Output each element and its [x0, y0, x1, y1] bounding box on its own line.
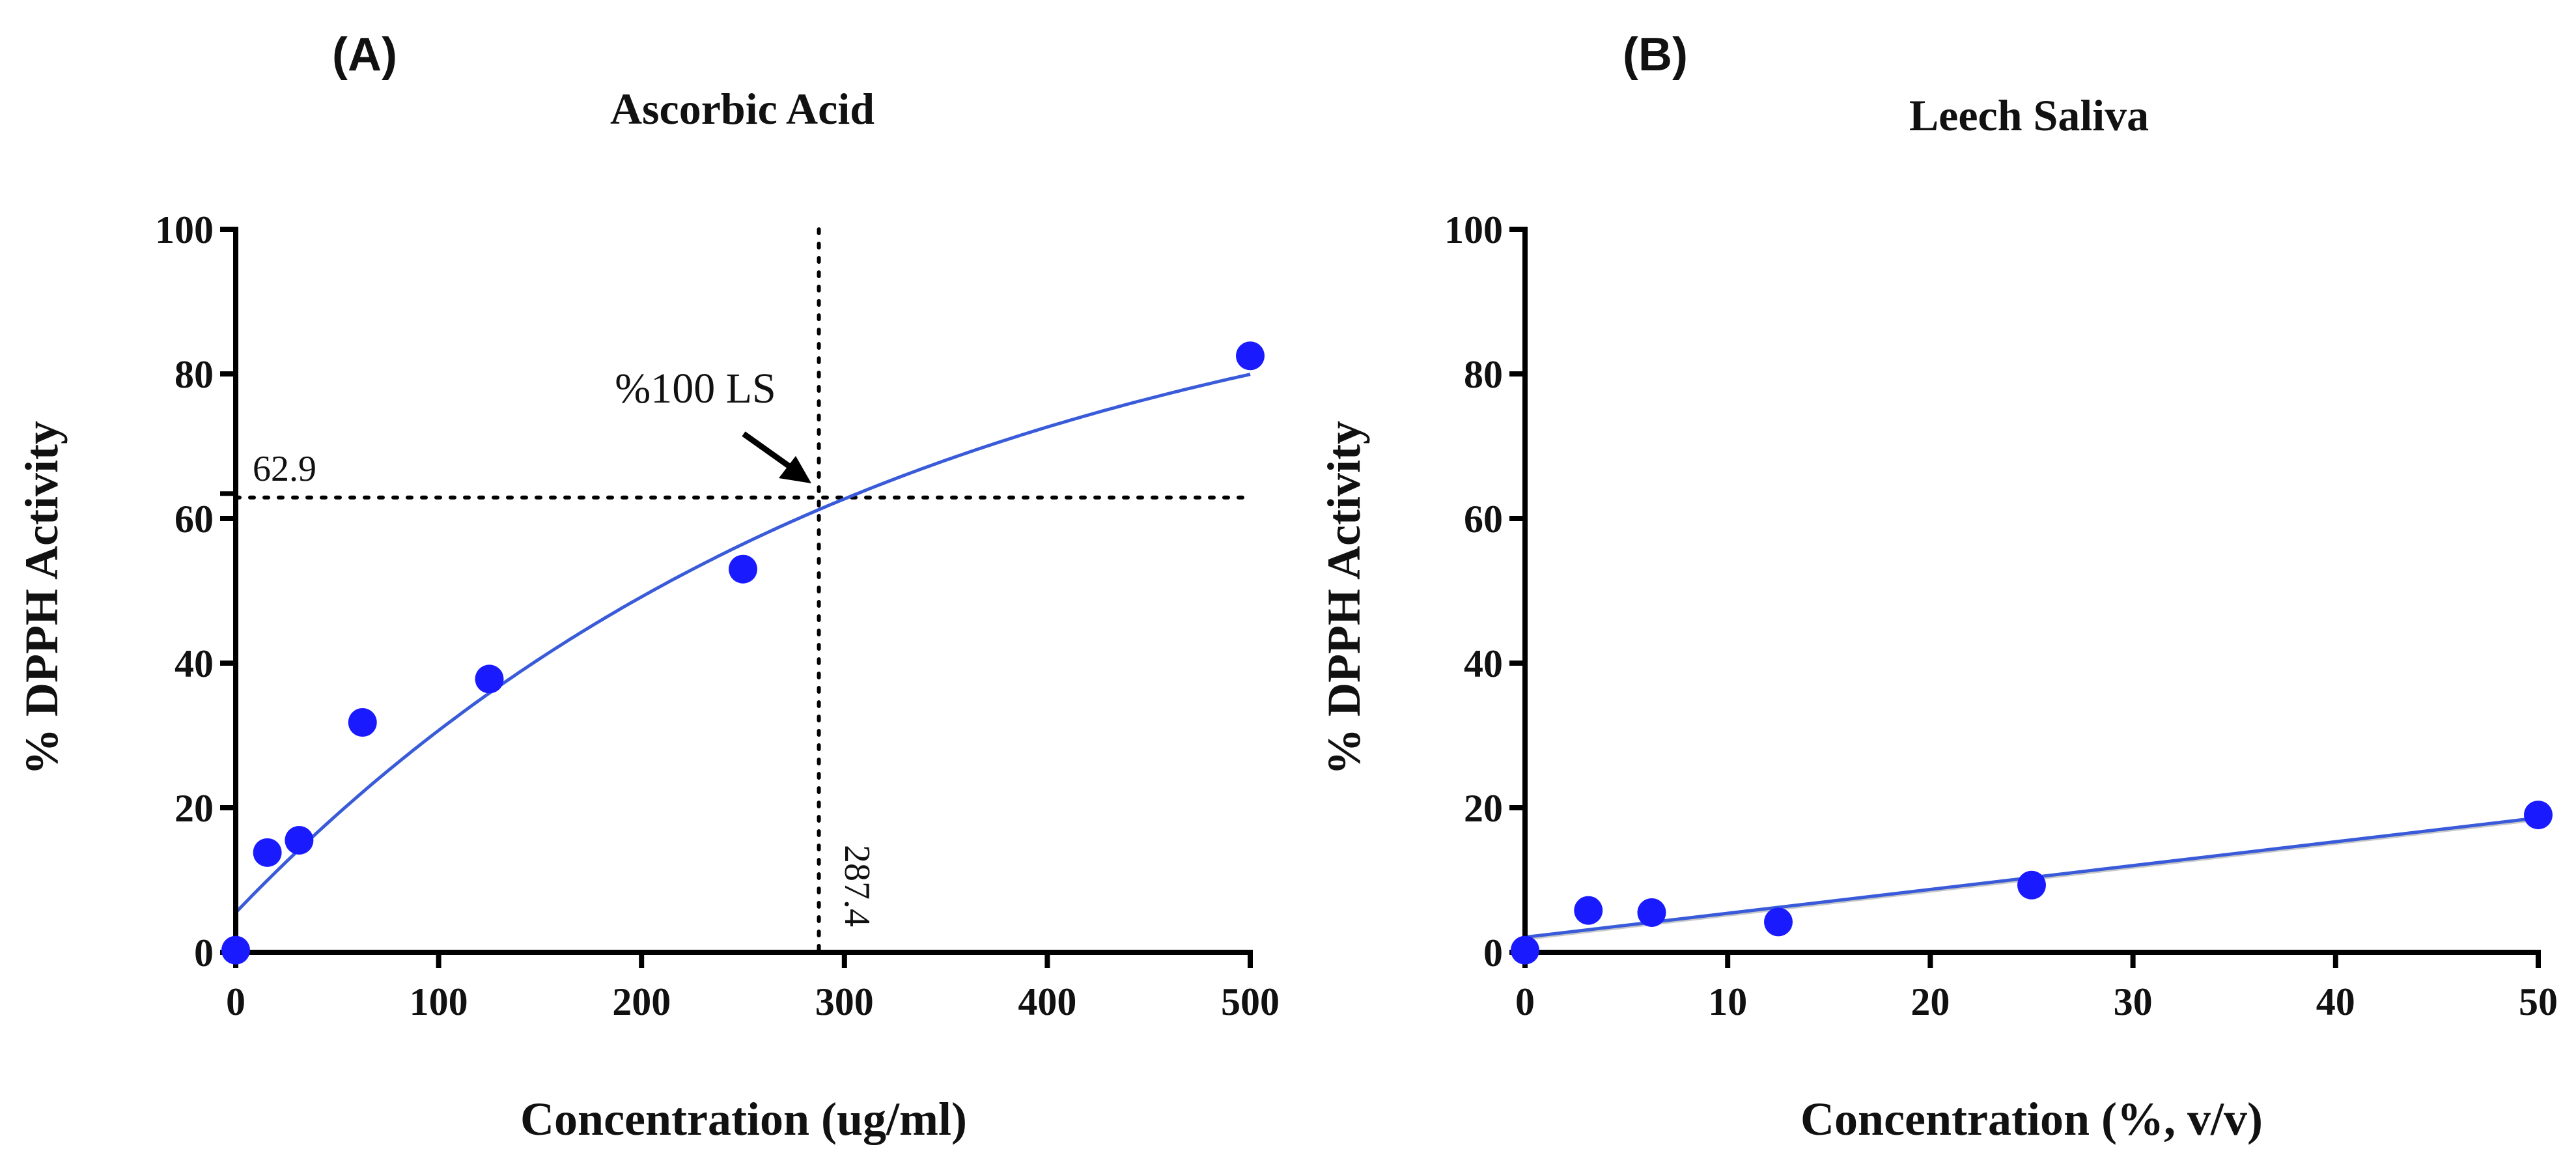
y-tick-label-b: 100: [1444, 208, 1503, 251]
x-tick-label-a: 200: [612, 980, 671, 1023]
x-tick-label-b: 30: [2114, 980, 2153, 1023]
x-tick-label-b: 50: [2519, 980, 2558, 1023]
x-axis-label-a: Concentration (ug/ml): [520, 1093, 967, 1145]
data-point-a: [253, 838, 282, 867]
reference-lines-a: [220, 227, 1252, 954]
y-axis-label-b: % DPPH Activity: [1318, 421, 1370, 775]
y-tick-label-a: 0: [194, 931, 214, 974]
data-points-a: [221, 341, 1265, 965]
x-tick-label-a: 0: [226, 980, 245, 1023]
panel-ascorbic-acid: (A) Ascorbic Acid Concentration (ug/ml) …: [16, 29, 1280, 1145]
x-value-annotation: 287.4: [837, 845, 877, 927]
y-tick-label-b: 20: [1464, 787, 1503, 830]
y-tick-label-a: 40: [175, 642, 214, 685]
y-tick-label-b: 80: [1464, 353, 1503, 396]
x-tick-label-a: 300: [815, 980, 874, 1023]
data-point-a: [475, 664, 504, 694]
axes-a: [233, 227, 1253, 955]
data-point-b: [1764, 907, 1793, 937]
y-tick-label-a: 80: [175, 353, 214, 396]
data-point-a: [348, 708, 377, 737]
y-tick-label-b: 60: [1464, 498, 1503, 541]
data-point-b: [2524, 801, 2553, 830]
y-axis-label-a: % DPPH Activity: [16, 421, 68, 775]
y-tick-label-a: 100: [155, 208, 214, 251]
panel-label-b: (B): [1623, 29, 1688, 81]
data-point-a: [221, 935, 250, 965]
fit-curve-path: [234, 373, 1251, 914]
x-axis-label-b: Concentration (%, v/v): [1800, 1093, 2263, 1145]
arrow-annotation-label: %100 LS: [615, 365, 776, 412]
chart-title-b: Leech Saliva: [1909, 91, 2149, 140]
y-tick-label-b: 40: [1464, 642, 1503, 685]
annotations-a: 62.9 287.4 %100 LS: [253, 365, 877, 927]
data-point-b: [2017, 870, 2046, 900]
ticks-b: 0 20 40 60 80 100 0 10 20 30 40 50: [1444, 208, 2558, 1023]
x-tick-label-a: 500: [1221, 980, 1280, 1023]
y-tick-label-a: 20: [175, 787, 214, 830]
y-tick-label-b: 0: [1483, 931, 1503, 974]
data-point-b: [1574, 896, 1603, 925]
data-point-a: [729, 554, 757, 584]
arrow-icon: [742, 431, 811, 483]
x-tick-label-b: 40: [2316, 980, 2355, 1023]
panel-leech-saliva: (B) Leech Saliva Concentration (%, v/v) …: [1318, 29, 2558, 1145]
y-tick-label-a: 60: [175, 498, 214, 541]
fit-curve-a: [234, 373, 1251, 914]
x-tick-label-a: 400: [1018, 980, 1076, 1023]
chart-title-a: Ascorbic Acid: [610, 84, 875, 134]
x-tick-label-b: 0: [1515, 980, 1535, 1023]
x-tick-label-b: 10: [1708, 980, 1747, 1023]
ticks-a: 0 20 40 60 80 100 0 100 200 300 400 500: [155, 208, 1280, 1023]
data-point-b: [1511, 935, 1539, 965]
data-point-a: [1236, 341, 1265, 371]
panel-label-a: (A): [332, 29, 397, 81]
data-point-a: [285, 825, 314, 855]
y-value-annotation: 62.9: [253, 449, 316, 489]
x-tick-label-b: 20: [1911, 980, 1950, 1023]
axes-b: [1522, 227, 2541, 955]
x-tick-label-a: 100: [410, 980, 468, 1023]
data-points-b: [1511, 801, 2553, 965]
data-point-b: [1637, 898, 1666, 927]
